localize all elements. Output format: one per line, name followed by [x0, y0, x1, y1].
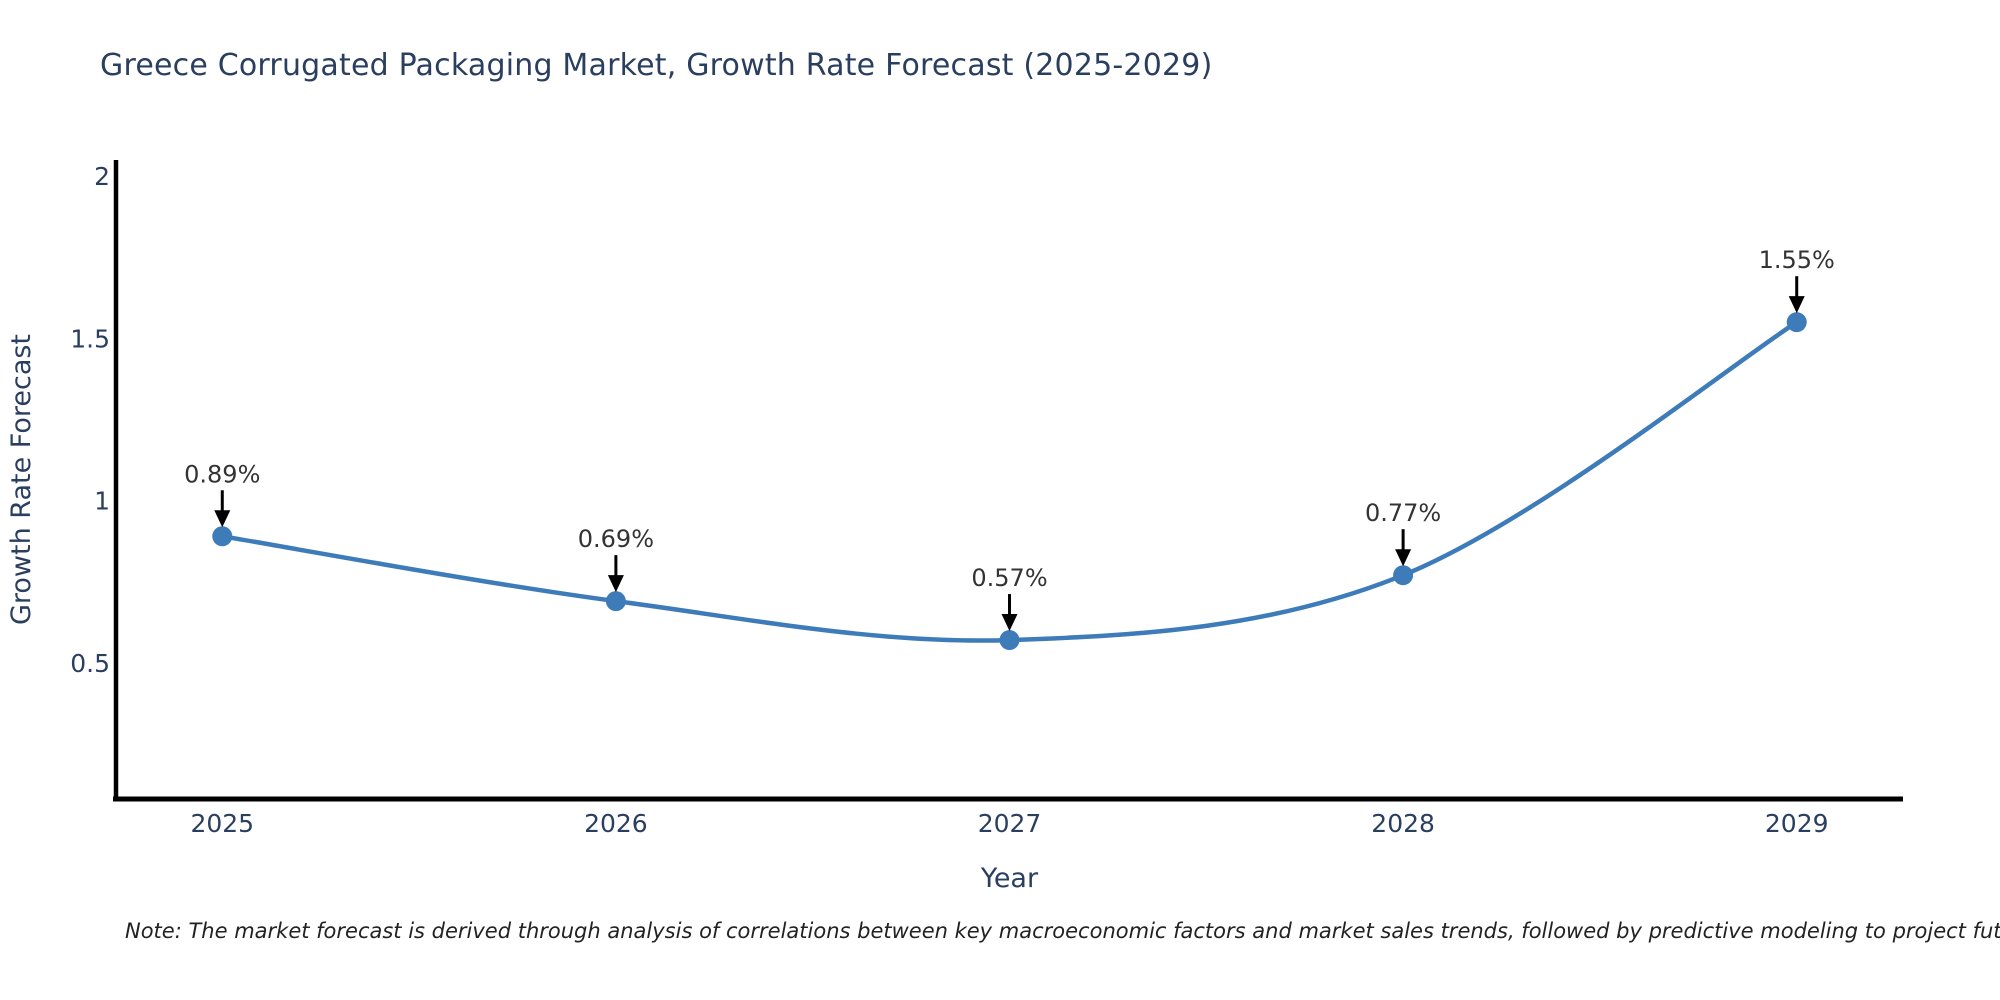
forecast-line: [220, 319, 1799, 643]
data-point-label: 0.89%: [184, 460, 260, 488]
data-point-label: 0.69%: [578, 525, 654, 553]
x-tick-label: 2026: [584, 809, 648, 838]
annotation-arrow-head: [1001, 614, 1018, 632]
data-point-marker[interactable]: [605, 591, 626, 612]
annotation-arrow-head: [214, 510, 231, 528]
data-point-marker[interactable]: [212, 526, 233, 547]
y-tick-label: 2: [94, 162, 110, 191]
y-tick-label: 1: [94, 487, 110, 516]
y-tick-label: 0.5: [70, 649, 110, 678]
footnote: Note: The market forecast is derived thr…: [125, 919, 2000, 943]
x-tick-label: 2027: [978, 809, 1042, 838]
data-point-marker[interactable]: [1393, 565, 1414, 586]
chart-title: Greece Corrugated Packaging Market, Grow…: [100, 48, 1213, 83]
y-tick-label: 1.5: [70, 324, 110, 353]
data-point-label: 1.55%: [1759, 246, 1835, 274]
x-axis-title: Year: [980, 863, 1039, 894]
x-tick-label: 2029: [1765, 809, 1829, 838]
annotation-arrow-head: [607, 575, 624, 593]
data-point-label: 0.77%: [1365, 499, 1441, 527]
x-tick-label: 2025: [190, 809, 254, 838]
annotation-arrow-head: [1395, 549, 1412, 567]
data-point-marker[interactable]: [999, 630, 1020, 651]
data-point-marker[interactable]: [1786, 312, 1807, 333]
annotation-arrow-head: [1788, 296, 1805, 314]
data-point-label: 0.57%: [971, 564, 1047, 592]
x-tick-label: 2028: [1371, 809, 1435, 838]
y-axis-title: Growth Rate Forecast: [6, 334, 37, 625]
